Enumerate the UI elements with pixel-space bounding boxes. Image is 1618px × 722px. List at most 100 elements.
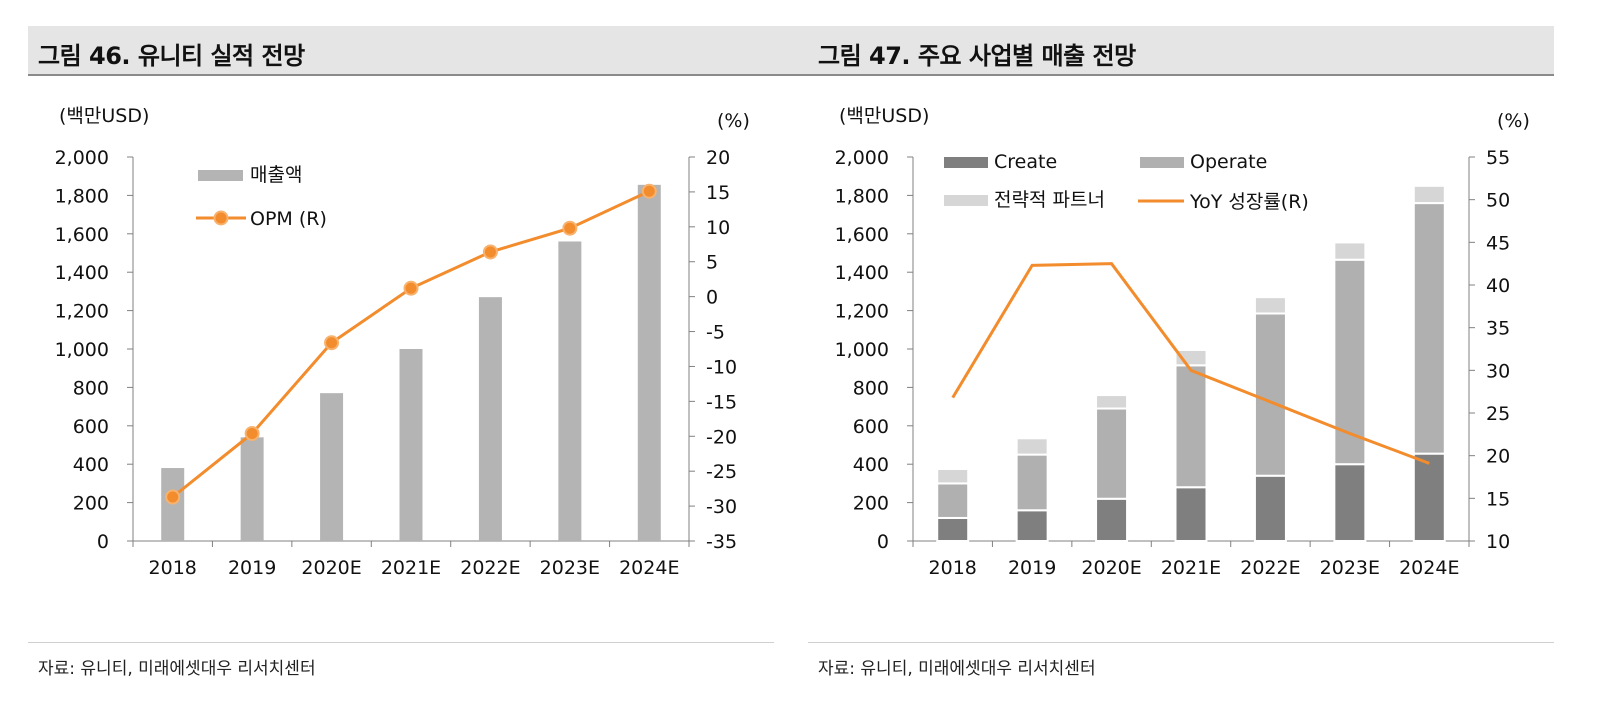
- c2-bar-create: [1333, 463, 1367, 543]
- c1-right-tick-label: 15: [706, 182, 730, 204]
- c1-bar-revenue: [399, 349, 423, 541]
- c1-left-tick-label: 800: [73, 377, 109, 399]
- c2-legend-label-yoy: YoY 성장률(R): [1189, 191, 1309, 213]
- c2-legend-label-create: Create: [994, 151, 1057, 173]
- c1-x-tick-label: 2021E: [381, 557, 441, 579]
- c1-y-axis-label: (백만USD): [59, 105, 149, 127]
- c2-bar-create: [936, 516, 970, 543]
- c2-x-tick-label: 2024E: [1399, 557, 1459, 579]
- c2-left-tick-label: 1,400: [835, 262, 889, 284]
- c2-bar-create: [1253, 474, 1287, 542]
- c2-left-tick-label: 1,600: [835, 224, 889, 246]
- c2-left-tick-label: 1,800: [835, 185, 889, 207]
- c1-x-tick-label: 2024E: [619, 557, 679, 579]
- c2-x-tick-label: 2022E: [1240, 557, 1300, 579]
- c2-left-tick-label: 0: [877, 531, 889, 553]
- c2-y2-axis-label: (%): [1497, 110, 1530, 132]
- c2-bar-operate: [1253, 312, 1287, 477]
- c1-right-tick-label: -25: [706, 461, 737, 483]
- c2-legend-label-partner: 전략적 파트너: [994, 189, 1105, 211]
- c1-legend-swatch-revenue: [198, 170, 243, 181]
- c2-bar-partner: [1095, 394, 1129, 410]
- c1-left-tick-label: 2,000: [55, 147, 109, 169]
- c2-bar-create: [1412, 452, 1446, 543]
- c1-opm-marker: [562, 220, 578, 236]
- c1-opm-marker: [403, 280, 419, 296]
- left-panel-header: 그림 46. 유니티 실적 전망: [28, 26, 774, 76]
- c2-right-tick-label: 25: [1486, 403, 1510, 425]
- right-panel-title: 그림 47. 주요 사업별 매출 전망: [818, 42, 1136, 70]
- c1-legend-label-opm: OPM (R): [250, 208, 327, 230]
- c2-bar-operate: [936, 482, 970, 519]
- c1-left-tick-label: 1,000: [55, 339, 109, 361]
- c1-left-tick-label: 1,200: [55, 301, 109, 323]
- c2-legend-swatch-partner: [944, 195, 988, 206]
- c2-bar-create: [1095, 497, 1129, 543]
- c2-left-tick-label: 1,200: [835, 301, 889, 323]
- c2-legend-swatch-operate: [1140, 157, 1184, 168]
- c1-left-tick-label: 200: [73, 493, 109, 515]
- c2-left-tick-label: 200: [853, 493, 889, 515]
- left-source: 자료: 유니티, 미래에셋대우 리서치센터: [38, 659, 316, 679]
- c1-x-tick-label: 2022E: [460, 557, 520, 579]
- right-source: 자료: 유니티, 미래에셋대우 리서치센터: [818, 659, 1096, 679]
- c1-bar-revenue: [558, 241, 582, 542]
- c1-legend-label-revenue: 매출액: [250, 164, 302, 186]
- c1-left-tick-label: 0: [97, 531, 109, 553]
- c1-x-tick-label: 2023E: [540, 557, 600, 579]
- c2-bar-partner: [1015, 437, 1049, 456]
- c2-y-axis-label: (백만USD): [839, 105, 929, 127]
- c2-left-tick-label: 800: [853, 377, 889, 399]
- c2-x-tick-label: 2020E: [1081, 557, 1141, 579]
- c1-left-tick-label: 1,600: [55, 224, 109, 246]
- c2-legend-swatch-create: [944, 157, 988, 168]
- c2-bar-partner: [936, 468, 970, 485]
- c2-x-tick-label: 2019: [1008, 557, 1056, 579]
- c1-right-tick-label: -20: [706, 426, 737, 448]
- c2-left-tick-label: 600: [853, 416, 889, 438]
- c1-bar-revenue: [320, 393, 344, 541]
- c2-right-tick-label: 10: [1486, 531, 1510, 553]
- c2-bar-partner: [1412, 184, 1446, 205]
- c2-left-tick-label: 2,000: [835, 147, 889, 169]
- c1-bar-revenue: [478, 297, 502, 541]
- c2-right-tick-label: 45: [1486, 232, 1510, 254]
- c2-bar-partner: [1253, 296, 1287, 315]
- c1-left-tick-label: 600: [73, 416, 109, 438]
- c1-left-tick-label: 400: [73, 454, 109, 476]
- c1-right-tick-label: 5: [706, 252, 718, 274]
- left-divider: [28, 642, 774, 643]
- c2-x-tick-label: 2018: [929, 557, 977, 579]
- c2-bar-operate: [1015, 453, 1049, 512]
- c1-opm-marker: [165, 489, 181, 505]
- c1-bar-revenue: [161, 468, 185, 541]
- c1-left-tick-label: 1,800: [55, 185, 109, 207]
- c1-right-tick-label: -15: [706, 391, 737, 413]
- c2-x-tick-label: 2023E: [1320, 557, 1380, 579]
- c1-opm-marker: [324, 335, 340, 351]
- c2-left-tick-label: 1,000: [835, 339, 889, 361]
- c2-right-tick-label: 55: [1486, 147, 1510, 169]
- c2-right-tick-label: 50: [1486, 190, 1510, 212]
- c1-right-tick-label: -5: [706, 322, 725, 344]
- c2-legend-label-operate: Operate: [1190, 151, 1267, 173]
- c1-right-tick-label: 10: [706, 217, 730, 239]
- left-panel-title: 그림 46. 유니티 실적 전망: [38, 42, 305, 70]
- right-divider: [808, 642, 1554, 643]
- c1-right-tick-label: 0: [706, 287, 718, 309]
- c2-bar-operate: [1333, 258, 1367, 466]
- c2-bar-operate: [1174, 364, 1208, 489]
- c2-right-tick-label: 35: [1486, 318, 1510, 340]
- c1-right-tick-label: -10: [706, 356, 737, 378]
- c1-right-tick-label: -35: [706, 531, 737, 553]
- c2-right-tick-label: 40: [1486, 275, 1510, 297]
- c1-left-tick-label: 1,400: [55, 262, 109, 284]
- c1-x-tick-label: 2019: [228, 557, 276, 579]
- c1-opm-marker: [641, 183, 657, 199]
- c2-right-tick-label: 30: [1486, 360, 1510, 382]
- c1-x-tick-label: 2018: [149, 557, 197, 579]
- c1-opm-marker: [482, 244, 498, 260]
- c1-bar-revenue: [637, 184, 661, 541]
- c2-x-tick-label: 2021E: [1161, 557, 1221, 579]
